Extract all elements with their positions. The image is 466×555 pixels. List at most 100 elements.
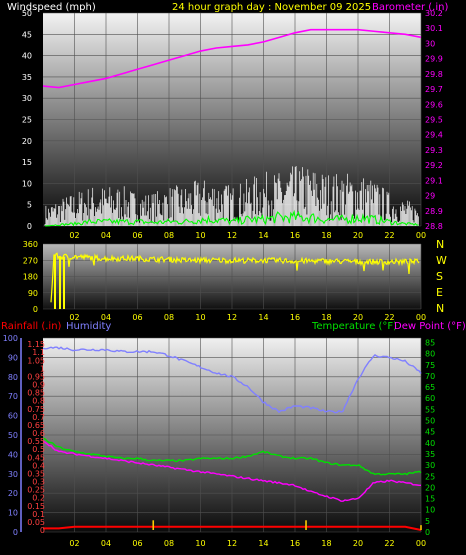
barometer-tick-label: 29.7: [425, 85, 443, 94]
x-tick-label: 12: [227, 231, 237, 240]
barometer-tick-label: 29.8: [425, 70, 443, 79]
dewpoint-axis-label: Dew Point (°F): [394, 321, 466, 332]
direction-tick-label: 360: [23, 240, 38, 249]
graph-title: 24 hour graph day : November 09 2025: [172, 2, 371, 13]
temperature-tick-label: 85: [425, 338, 435, 347]
temperature-tick-label: 35: [425, 450, 435, 459]
barometer-tick-label: 30.2: [425, 9, 443, 18]
temperature-tick-label: 0: [425, 528, 430, 537]
x-tick-label: 06: [132, 313, 142, 322]
rainfall-tick-label: 0.6: [32, 429, 45, 438]
x-tick-label: 14: [258, 539, 268, 548]
compass-letter: N: [436, 302, 444, 315]
rainfall-tick-label: 0.9: [32, 381, 45, 390]
windspeed-tick-label: 10: [22, 179, 32, 188]
x-tick-label: 20: [353, 313, 363, 322]
dewpoint-series: [42, 440, 421, 502]
barometer-axis-label: Barometer (.in): [372, 2, 448, 13]
rainfall-series: [43, 525, 422, 531]
x-tick-label: 18: [321, 231, 331, 240]
barometer-series: [42, 28, 422, 89]
temp-humidity-gridlines: [43, 337, 422, 533]
x-tick-label: 22: [384, 313, 394, 322]
temperature-tick-label: 20: [425, 483, 435, 492]
rainfall-tick-label: 0.5: [32, 445, 45, 454]
gust-series: [44, 209, 419, 227]
x-tick-label: 08: [164, 231, 174, 240]
x-tick-label: 16: [290, 313, 300, 322]
x-tick-label: 06: [132, 539, 142, 548]
barometer-tick-label: 29.6: [425, 100, 443, 109]
barometer-tick-label: 29.2: [425, 161, 443, 170]
barometer-tick-label: 29.1: [425, 176, 443, 185]
windspeed-tick-label: 15: [22, 158, 32, 167]
rainfall-tick-label: 0.95: [27, 372, 45, 381]
temperature-tick-label: 60: [425, 394, 435, 403]
compass-letter: S: [436, 270, 443, 283]
rainfall-tick-label: 0.2: [32, 494, 45, 503]
humidity-tick-label: 20: [8, 489, 18, 498]
rainfall-tick-label: 0.25: [27, 486, 45, 495]
humidity-series: [42, 346, 422, 414]
humidity-axis-label: Humidity: [66, 321, 111, 332]
x-tick-label: 12: [227, 313, 237, 322]
x-tick-label: 14: [258, 231, 268, 240]
rainfall-tick-label: 0.3: [32, 478, 45, 487]
x-tick-label: 08: [164, 313, 174, 322]
temperature-axis-label: Temperature (°F): [311, 321, 397, 332]
temperature-tick-label: 40: [425, 439, 435, 448]
barometer-tick-label: 29.9: [425, 55, 443, 64]
x-tick-label: 02: [69, 313, 79, 322]
x-tick-label: 18: [321, 539, 331, 548]
x-tick-label: 10: [195, 231, 205, 240]
temperature-tick-label: 55: [425, 405, 435, 414]
windspeed-tick-label: 45: [22, 30, 32, 39]
temperature-tick-label: 5: [425, 517, 430, 526]
rainfall-tick-label: 0.65: [27, 421, 45, 430]
compass-letter: E: [436, 286, 443, 299]
rainfall-tick-label: 0.45: [27, 453, 45, 462]
temperature-series: [42, 437, 422, 476]
compass-letter: N: [436, 238, 444, 251]
barometer-tick-label: 29: [425, 192, 435, 201]
temperature-tick-label: 10: [425, 506, 435, 515]
rain-rate-bars: [152, 520, 422, 530]
barometer-tick-label: 30: [425, 39, 435, 48]
barometer-tick-label: 29.3: [425, 146, 443, 155]
barometer-tick-label: 30.1: [425, 24, 443, 33]
direction-tick-label: 90: [28, 289, 38, 298]
humidity-tick-label: 90: [8, 353, 18, 362]
humidity-tick-label: 100: [3, 334, 18, 343]
windspeed-tick-label: 30: [22, 94, 32, 103]
humidity-tick-label: 10: [8, 509, 18, 518]
x-tick-label: 18: [321, 313, 331, 322]
windspeed-tick-label: 5: [27, 201, 32, 210]
rainfall-tick-label: 0.55: [27, 437, 45, 446]
rainfall-tick-label: 1: [40, 364, 45, 373]
temperature-tick-label: 45: [425, 428, 435, 437]
rainfall-tick-label: 0.75: [27, 405, 45, 414]
x-tick-label: 00: [416, 313, 426, 322]
windspeed-axis-label: Windspeed (mph): [7, 2, 96, 13]
x-tick-label: 04: [101, 313, 111, 322]
temperature-tick-label: 15: [425, 495, 435, 504]
temperature-tick-label: 50: [425, 417, 435, 426]
rainfall-tick-label: 0.1: [32, 510, 45, 519]
rainfall-tick-label: 0.05: [27, 518, 45, 527]
temperature-tick-label: 80: [425, 350, 435, 359]
barometer-tick-label: 29.4: [425, 131, 443, 140]
barometer-tick-label: 29.5: [425, 116, 443, 125]
windspeed-series: [44, 166, 419, 226]
rainfall-tick-label: 0.8: [32, 397, 45, 406]
rainfall-tick-label: 0.15: [27, 502, 45, 511]
x-tick-label: 02: [69, 231, 79, 240]
rainfall-axis-label: Rainfall (.in): [1, 321, 62, 332]
compass-letter: W: [436, 254, 447, 267]
windspeed-tick-label: 20: [22, 137, 32, 146]
x-tick-label: 02: [69, 539, 79, 548]
x-tick-label: 14: [258, 313, 268, 322]
direction-tick-label: 0: [33, 305, 38, 314]
x-tick-label: 16: [290, 539, 300, 548]
